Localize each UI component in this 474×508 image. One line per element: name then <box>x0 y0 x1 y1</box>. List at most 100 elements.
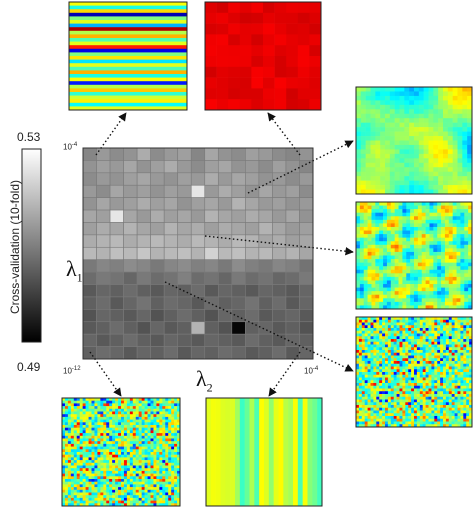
heatmap-cell-r9-c12 <box>245 259 260 273</box>
heatmap-cell-r1-c1 <box>96 160 111 174</box>
heatmap-cell-r12-c11 <box>231 296 246 310</box>
heatmap-cell-r6-c5 <box>150 222 165 236</box>
heatmap-cell-r13-c1 <box>96 309 111 323</box>
heatmap-cell-r12-c7 <box>177 296 192 310</box>
heatmap-cell-r0-c11 <box>231 147 246 161</box>
heatmap-cell-r4-c15 <box>285 197 300 211</box>
heatmap-cell-r2-c13 <box>258 172 273 186</box>
arrow-6 <box>268 351 301 397</box>
heatmap-cell-r8-c1 <box>96 246 111 260</box>
x-axis-label: λ2 <box>196 366 213 395</box>
heatmap-cell-r1-c9 <box>204 160 219 174</box>
heatmap-cell-r10-c2 <box>109 271 124 285</box>
heatmap-cell-r13-c8 <box>190 309 206 323</box>
heatmap-cell-r11-c9 <box>204 284 219 298</box>
heatmap-cell-r1-c11 <box>231 160 246 174</box>
heatmap-cell-r3-c16 <box>299 184 314 198</box>
heatmap-cell-r7-c7 <box>177 234 192 248</box>
heatmap-cell-r2-c4 <box>136 172 151 186</box>
heatmap-cell-r0-c8 <box>190 147 206 161</box>
heatmap-cell-r0-c6 <box>163 147 179 161</box>
heatmap-cell-r16-c5 <box>150 346 165 360</box>
heatmap-cell-r15-c1 <box>96 333 111 347</box>
heatmap-cell-r9-c13 <box>258 259 273 273</box>
heatmap-cell-r3-c0 <box>82 184 97 198</box>
heatmap-cell-r14-c0 <box>82 321 97 335</box>
heatmap-cell-r12-c5 <box>150 296 165 310</box>
heatmap-cell-r11-c2 <box>109 284 124 298</box>
heatmap-cell-r13-c16 <box>299 309 314 323</box>
heatmap-cell-r15-c9 <box>204 333 219 347</box>
heatmap-cell-r10-c15 <box>285 271 300 285</box>
heatmap-cell-r16-c12 <box>245 346 260 360</box>
heatmap-cell-r8-c3 <box>123 246 138 260</box>
heatmap-cell-r1-c2 <box>109 160 124 174</box>
heatmap-cell-r0-c16 <box>299 147 314 161</box>
heatmap-cell-r4-c6 <box>163 197 179 211</box>
heatmap-cell-r13-c7 <box>177 309 192 323</box>
heatmap-cell-r10-c4 <box>136 271 151 285</box>
heatmap-cell-r15-c4 <box>136 333 151 347</box>
heatmap-cell-r1-c6 <box>163 160 179 174</box>
heatmap-cell-r15-c10 <box>217 333 233 347</box>
heatmap-cell-r8-c0 <box>82 246 97 260</box>
heatmap-cell-r2-c9 <box>204 172 219 186</box>
heatmap-cell-r10-c7 <box>177 271 192 285</box>
heatmap-grid <box>82 147 314 360</box>
arrow-3 <box>204 235 354 256</box>
heatmap-cell-r2-c2 <box>109 172 124 186</box>
y-axis-label: λ1 <box>66 256 83 285</box>
heatmap-cell-r13-c4 <box>136 309 151 323</box>
heatmap-cell-r6-c15 <box>285 222 300 236</box>
heatmap-cell-r12-c8 <box>190 296 206 310</box>
heatmap-cell-r13-c3 <box>123 309 138 323</box>
heatmap-cell-r7-c14 <box>272 234 287 248</box>
heatmap-cell-r4-c16 <box>299 197 314 211</box>
heatmap-cell-r5-c10 <box>217 209 233 223</box>
heatmap-cell-r11-c12 <box>245 284 260 298</box>
heatmap-cell-r6-c13 <box>258 222 273 236</box>
heatmap-cell-r8-c4 <box>136 246 151 260</box>
heatmap-cell-r5-c5 <box>150 209 165 223</box>
heatmap-cell-r16-c2 <box>109 346 124 360</box>
heatmap-cell-r8-c12 <box>245 246 260 260</box>
heatmap-cell-r5-c8 <box>190 209 206 223</box>
heatmap-cell-r10-c12 <box>245 271 260 285</box>
heatmap-cell-r8-c14 <box>272 246 287 260</box>
heatmap-cell-r1-c0 <box>82 160 97 174</box>
heatmap-cell-r0-c9 <box>204 147 219 161</box>
heatmap-cell-r11-c0 <box>82 284 97 298</box>
heatmap-cell-r0-c15 <box>285 147 300 161</box>
heatmap-cell-r12-c1 <box>96 296 111 310</box>
heatmap-cell-r16-c3 <box>123 346 138 360</box>
heatmap-cell-r5-c1 <box>96 209 111 223</box>
heatmap-cell-r0-c14 <box>272 147 287 161</box>
heatmap-cell-r15-c8 <box>190 333 206 347</box>
heatmap-cell-r3-c9 <box>204 184 219 198</box>
heatmap-cell-r3-c7 <box>177 184 192 198</box>
heatmap-cell-r14-c8 <box>190 321 206 335</box>
heatmap-cell-r13-c14 <box>272 309 287 323</box>
heatmap-cell-r5-c15 <box>285 209 300 223</box>
colorbar-max-label: 0.53 <box>17 130 41 144</box>
arrow-1 <box>267 112 301 156</box>
heatmap-cell-r1-c13 <box>258 160 273 174</box>
inset-top-right <box>204 1 322 111</box>
y-tick-top: 10-4 <box>63 142 78 152</box>
heatmap-cell-r9-c9 <box>204 259 219 273</box>
heatmap-cell-r8-c15 <box>285 246 300 260</box>
heatmap-cell-r6-c11 <box>231 222 246 236</box>
heatmap-cell-r5-c3 <box>123 209 138 223</box>
heatmap-cell-r12-c12 <box>245 296 260 310</box>
heatmap-cell-r16-c14 <box>272 346 287 360</box>
heatmap-cell-r6-c6 <box>163 222 179 236</box>
heatmap-cell-r7-c1 <box>96 234 111 248</box>
heatmap-cell-r10-c8 <box>190 271 206 285</box>
inset-bottom-right <box>205 397 323 507</box>
heatmap-cell-r4-c10 <box>217 197 233 211</box>
heatmap-cell-r8-c6 <box>163 246 179 260</box>
heatmap-cell-r16-c8 <box>190 346 206 360</box>
heatmap-cell-r2-c16 <box>299 172 314 186</box>
arrow-5 <box>89 351 122 397</box>
heatmap-cell-r9-c1 <box>96 259 111 273</box>
